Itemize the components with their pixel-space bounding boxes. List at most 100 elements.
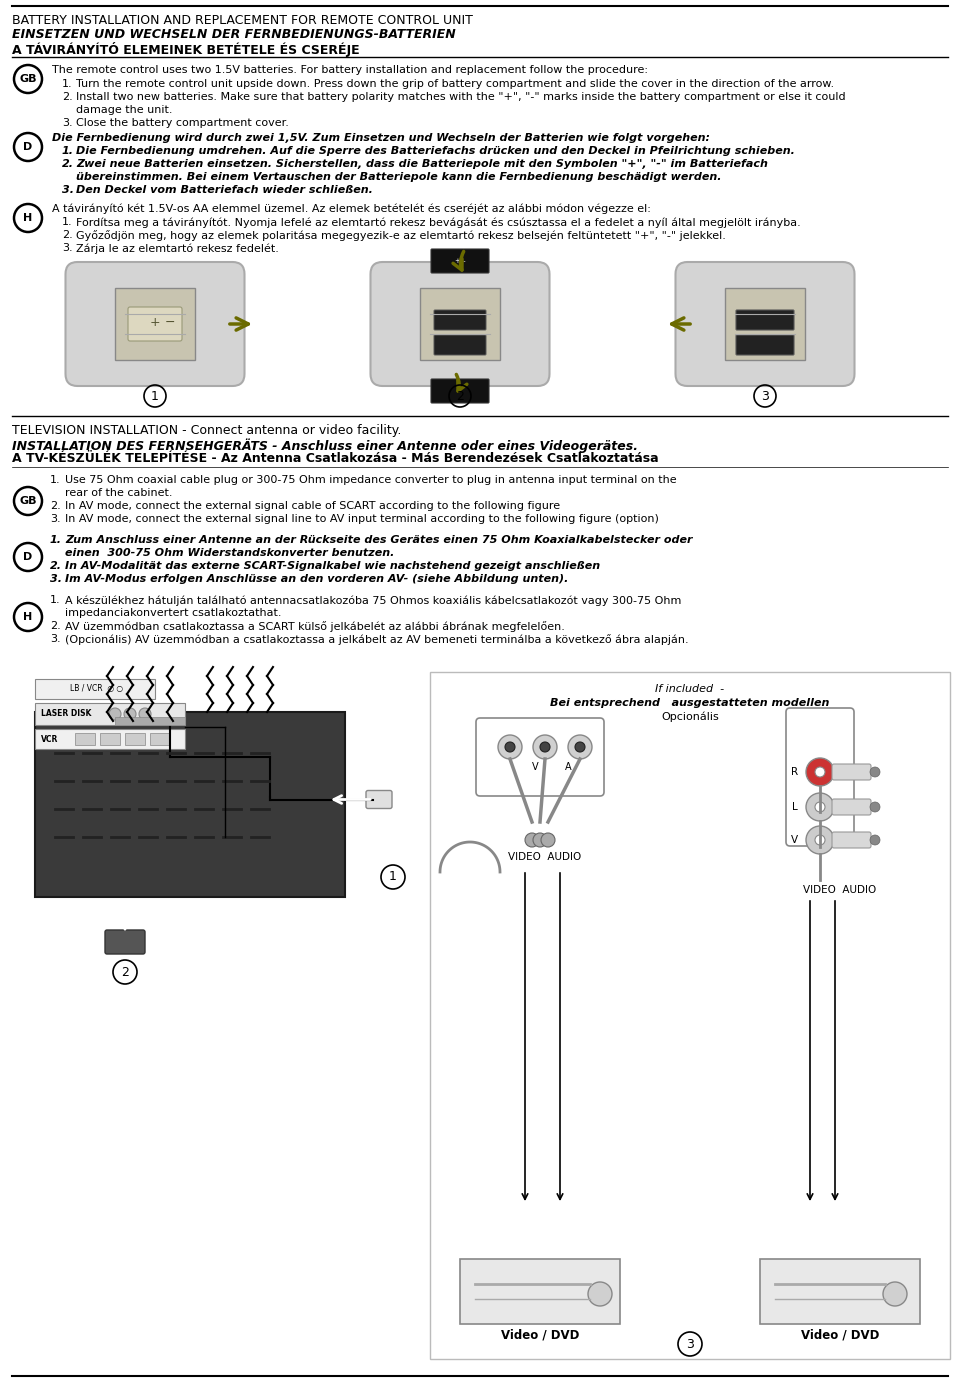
Circle shape: [870, 801, 880, 812]
FancyBboxPatch shape: [128, 307, 182, 340]
Text: GB: GB: [19, 495, 36, 507]
Text: 3: 3: [761, 389, 769, 403]
Text: A készülékhez hátulján található antennacsatlakozóba 75 Ohmos koaxiális kábelcsa: A készülékhez hátulján található antenna…: [65, 595, 682, 606]
FancyBboxPatch shape: [366, 790, 392, 808]
Text: + -: + -: [455, 257, 466, 264]
Text: impedanciakonvertert csatlakoztathat.: impedanciakonvertert csatlakoztathat.: [65, 608, 281, 619]
Text: 3.: 3.: [62, 118, 73, 127]
Circle shape: [541, 833, 555, 847]
Text: GB: GB: [19, 73, 36, 84]
Text: In AV-Modalität das externe SCART-Signalkabel wie nachstehend gezeigt anschließe: In AV-Modalität das externe SCART-Signal…: [65, 561, 600, 572]
Text: 2: 2: [456, 389, 464, 403]
FancyBboxPatch shape: [760, 1259, 920, 1324]
FancyBboxPatch shape: [676, 262, 854, 386]
Text: Zwei neue Batterien einsetzen. Sicherstellen, dass die Batteriepole mit den Symb: Zwei neue Batterien einsetzen. Sicherste…: [76, 159, 768, 169]
Circle shape: [505, 742, 515, 752]
Text: In AV mode, connect the external signal cable of SCART according to the followin: In AV mode, connect the external signal …: [65, 501, 560, 511]
Text: Győződjön meg, hogy az elemek polaritása megegyezik-e az elemtartó rekesz belsej: Győződjön meg, hogy az elemek polaritása…: [76, 230, 726, 241]
FancyBboxPatch shape: [75, 734, 95, 745]
Text: The remote control uses two 1.5V batteries. For battery installation and replace: The remote control uses two 1.5V batteri…: [52, 65, 648, 75]
Text: 1: 1: [151, 389, 159, 403]
Text: VIDEO  AUDIO: VIDEO AUDIO: [509, 853, 582, 862]
FancyBboxPatch shape: [736, 310, 794, 329]
FancyBboxPatch shape: [434, 335, 486, 356]
Circle shape: [540, 742, 550, 752]
Text: Den Deckel vom Batteriefach wieder schließen.: Den Deckel vom Batteriefach wieder schli…: [76, 185, 372, 195]
Text: einen  300-75 Ohm Widerstandskonverter benutzen.: einen 300-75 Ohm Widerstandskonverter be…: [65, 548, 395, 558]
Circle shape: [870, 835, 880, 846]
Text: damage the unit.: damage the unit.: [76, 105, 173, 115]
Circle shape: [588, 1282, 612, 1306]
Text: V: V: [532, 763, 539, 772]
Text: R: R: [791, 767, 798, 776]
Text: AV üzemmódban csatlakoztassa a SCART külső jelkábelét az alábbi ábrának megfelel: AV üzemmódban csatlakoztassa a SCART kül…: [65, 621, 564, 632]
FancyBboxPatch shape: [371, 262, 549, 386]
Text: VIDEO  AUDIO: VIDEO AUDIO: [804, 884, 876, 895]
Text: 1.: 1.: [50, 536, 62, 545]
Text: 2.: 2.: [62, 91, 73, 102]
FancyBboxPatch shape: [115, 288, 195, 360]
Text: 1.: 1.: [50, 475, 60, 484]
Text: 2.: 2.: [62, 159, 74, 169]
Text: A: A: [564, 763, 571, 772]
FancyBboxPatch shape: [460, 1259, 620, 1324]
Text: A TV-KÉSZÜLÉK TELEPÍTÉSE - Az Antenna Csatlakozása - Más Berendezések Csatlakozt: A TV-KÉSZÜLÉK TELEPÍTÉSE - Az Antenna Cs…: [12, 453, 659, 465]
Text: Use 75 Ohm coaxial cable plug or 300-75 Ohm impedance converter to plug in anten: Use 75 Ohm coaxial cable plug or 300-75 …: [65, 475, 677, 484]
Text: L: L: [792, 801, 798, 812]
Circle shape: [124, 709, 136, 720]
Text: 3.: 3.: [62, 244, 73, 253]
Circle shape: [806, 826, 834, 854]
FancyBboxPatch shape: [786, 709, 854, 846]
Text: Video / DVD: Video / DVD: [501, 1329, 579, 1342]
Text: 2.: 2.: [50, 501, 60, 511]
Text: 3.: 3.: [50, 513, 60, 525]
Text: V: V: [791, 835, 798, 846]
Text: 1.: 1.: [50, 595, 60, 605]
Circle shape: [533, 833, 547, 847]
Text: H: H: [23, 213, 33, 223]
Text: Bei entsprechend   ausgestatteten modellen: Bei entsprechend ausgestatteten modellen: [550, 698, 829, 709]
FancyBboxPatch shape: [434, 310, 486, 329]
Text: 1.: 1.: [62, 145, 74, 156]
Text: Opcionális: Opcionális: [661, 711, 719, 722]
Text: TELEVISION INSTALLATION - Connect antenna or video facility.: TELEVISION INSTALLATION - Connect antenn…: [12, 424, 401, 437]
Circle shape: [870, 767, 880, 776]
Text: 3.: 3.: [50, 574, 62, 584]
Text: Fordítsa meg a távirányítót. Nyomja lefelé az elemtartó rekesz bevágását és csús: Fordítsa meg a távirányítót. Nyomja lefe…: [76, 217, 801, 227]
Text: Zum Anschluss einer Antenne an der Rückseite des Gerätes einen 75 Ohm Koaxialkab: Zum Anschluss einer Antenne an der Rücks…: [65, 536, 692, 545]
Circle shape: [498, 735, 522, 758]
Text: 1.: 1.: [62, 79, 73, 89]
FancyBboxPatch shape: [105, 930, 145, 954]
Text: +: +: [150, 316, 160, 328]
FancyBboxPatch shape: [420, 288, 500, 360]
Circle shape: [883, 1282, 907, 1306]
Text: 1.: 1.: [62, 217, 73, 227]
FancyBboxPatch shape: [150, 734, 170, 745]
FancyBboxPatch shape: [832, 799, 871, 815]
Circle shape: [575, 742, 585, 752]
Text: In AV mode, connect the external signal line to AV input terminal according to t: In AV mode, connect the external signal …: [65, 513, 659, 525]
FancyBboxPatch shape: [832, 764, 871, 781]
FancyBboxPatch shape: [431, 379, 489, 403]
FancyBboxPatch shape: [431, 249, 489, 273]
Text: EINSETZEN UND WECHSELN DER FERNBEDIENUNGS-BATTERIEN: EINSETZEN UND WECHSELN DER FERNBEDIENUNG…: [12, 28, 456, 42]
Text: D: D: [23, 143, 33, 152]
Text: 2.: 2.: [50, 561, 62, 572]
Circle shape: [525, 833, 539, 847]
Circle shape: [109, 709, 121, 720]
FancyBboxPatch shape: [35, 711, 345, 897]
FancyBboxPatch shape: [125, 734, 145, 745]
Text: A TÁVIRÁNYÍTÓ ELEMEINEK BETÉTELE ÉS CSERÉJE: A TÁVIRÁNYÍTÓ ELEMEINEK BETÉTELE ÉS CSER…: [12, 42, 360, 57]
Text: H: H: [23, 612, 33, 621]
FancyBboxPatch shape: [832, 832, 871, 848]
Text: INSTALLATION DES FERNSEHGERÄTS - Anschluss einer Antenne oder eines Videogerätes: INSTALLATION DES FERNSEHGERÄTS - Anschlu…: [12, 437, 638, 453]
Text: Video / DVD: Video / DVD: [801, 1329, 879, 1342]
Text: Zárja le az elemtartó rekesz fedelét.: Zárja le az elemtartó rekesz fedelét.: [76, 244, 278, 253]
Text: Im AV-Modus erfolgen Anschlüsse an den vorderen AV- (siehe Abbildung unten).: Im AV-Modus erfolgen Anschlüsse an den v…: [65, 574, 568, 584]
Text: −: −: [165, 316, 176, 328]
FancyBboxPatch shape: [430, 673, 950, 1359]
FancyBboxPatch shape: [476, 718, 604, 796]
Text: 2.: 2.: [62, 230, 73, 239]
FancyBboxPatch shape: [35, 703, 185, 725]
Text: Die Fernbedienung wird durch zwei 1,5V. Zum Einsetzen und Wechseln der Batterien: Die Fernbedienung wird durch zwei 1,5V. …: [52, 133, 710, 143]
